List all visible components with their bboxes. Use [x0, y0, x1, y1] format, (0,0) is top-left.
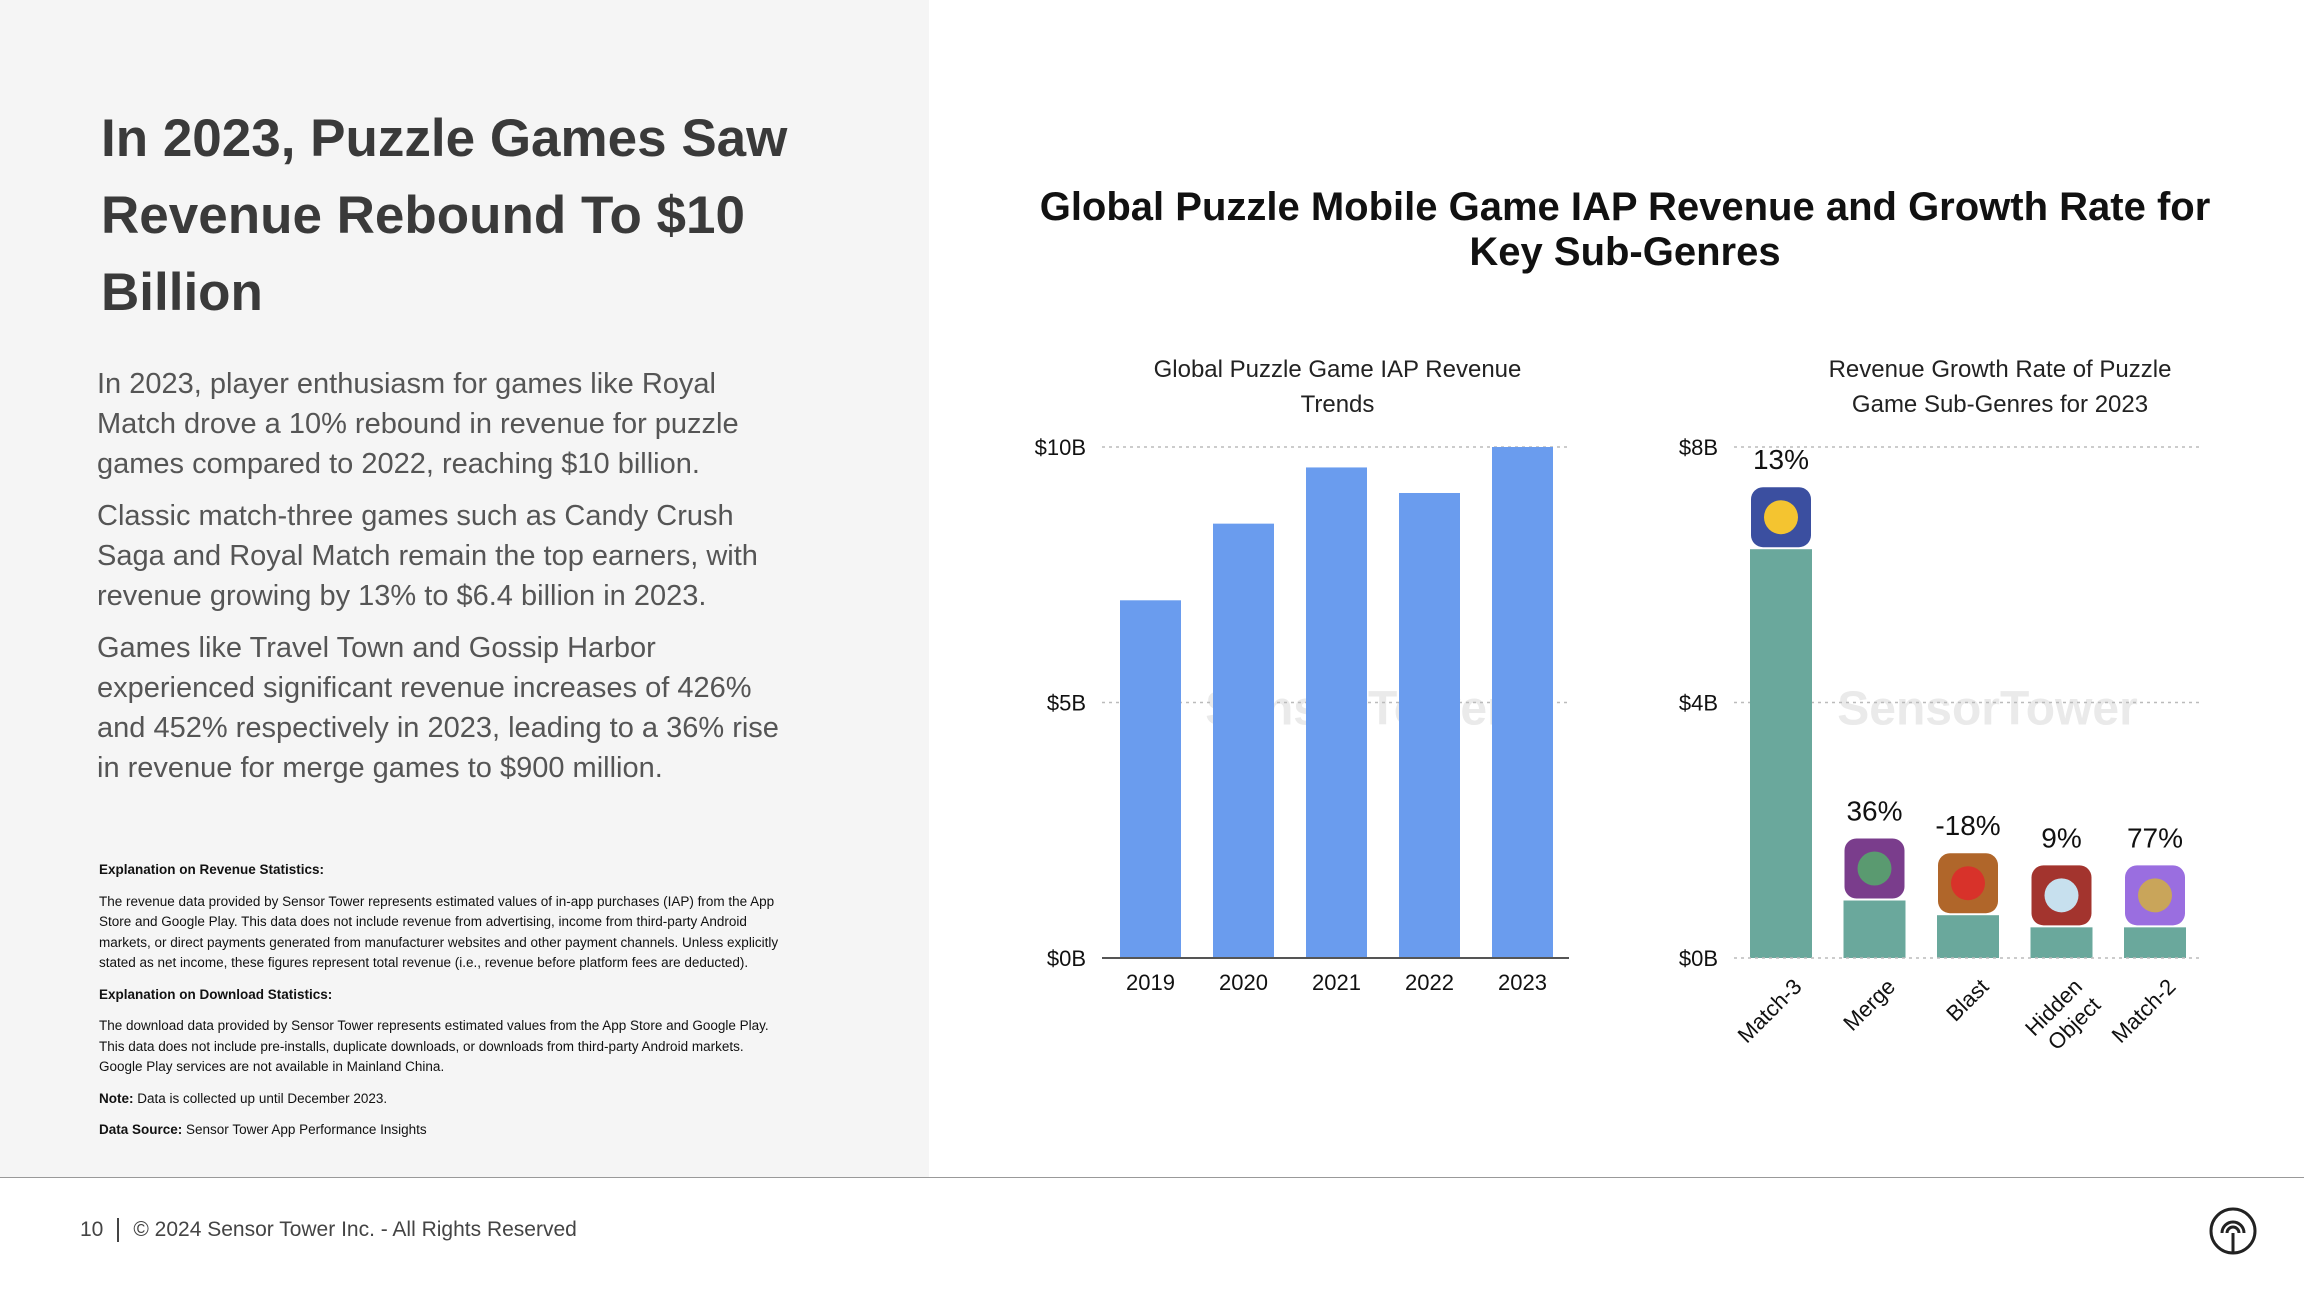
chart1-title: Global Puzzle Game IAP Revenue Trends	[1153, 356, 1522, 418]
watermark: SensorTower	[1837, 683, 2138, 736]
bar-2022	[1399, 492, 1460, 958]
sensor-tower-logo-icon	[2209, 1207, 2257, 1255]
royal-match-icon-art	[1764, 500, 1798, 535]
x-tick-label: Merge	[1838, 974, 1900, 1036]
y-tick-label: $0B	[1679, 946, 1718, 971]
data-label: 77%	[2127, 822, 2183, 853]
footer-separator	[117, 1218, 120, 1243]
source-text: Sensor Tower App Performance Insights	[182, 1122, 427, 1137]
footer: 10 © 2024 Sensor Tower Inc. - All Rights …	[80, 1218, 577, 1243]
page-headline: In 2023, Puzzle Games Saw Revenue Reboun…	[101, 109, 788, 322]
paragraph-3: Games like Travel Town and Gossip Harbor…	[97, 632, 779, 784]
download-notes-heading: Explanation on Download Statistics:	[99, 986, 333, 1002]
bar-2021	[1306, 467, 1367, 958]
bar-blast	[1937, 915, 1999, 958]
x-tick-label: 2023	[1498, 970, 1547, 995]
data-label: 36%	[1846, 796, 1902, 827]
paragraph-2: Classic match-three games such as Candy …	[97, 500, 758, 612]
data-label: 13%	[1753, 444, 1809, 475]
y-tick-label: $4B	[1679, 691, 1718, 716]
chart2-title: Revenue Growth Rate of Puzzle Game Sub-G…	[1828, 356, 2172, 418]
bear-blast-icon-art	[1951, 866, 1985, 901]
revenue-notes-heading: Explanation on Revenue Statistics:	[99, 862, 325, 877]
bar-merge	[1843, 900, 1906, 958]
hidden-object-icon-art	[2044, 878, 2079, 913]
y-tick-label: $8B	[1679, 435, 1718, 460]
y-tick-label: $5B	[1047, 691, 1086, 716]
x-tick-label: Match-2	[2107, 974, 2181, 1048]
page-number: 10	[80, 1218, 104, 1241]
bar-2020	[1213, 523, 1274, 958]
bar-2019	[1120, 600, 1181, 958]
main-chart-title: Global Puzzle Mobile Game IAP Revenue an…	[1039, 185, 2211, 274]
x-tick-label: 2020	[1219, 970, 1268, 995]
copyright: © 2024 Sensor Tower Inc. - All Rights Re…	[133, 1218, 577, 1241]
x-tick-label: 2019	[1126, 970, 1175, 995]
data-label: 9%	[2041, 822, 2081, 853]
left-panel	[0, 0, 929, 1177]
data-label: -18%	[1935, 810, 2000, 841]
y-tick-label: $0B	[1047, 946, 1086, 971]
source-label: Data Source:	[99, 1122, 183, 1137]
data-source: Data Source: Sensor Tower App Performanc…	[99, 1120, 789, 1141]
note: Note: Data is collected up until Decembe…	[99, 1089, 789, 1110]
y-tick-label: $10B	[1035, 435, 1086, 460]
bar-2023	[1492, 447, 1553, 958]
merge-game-icon-art	[1857, 851, 1892, 886]
footer-divider	[0, 1177, 2304, 1178]
x-tick-label: Blast	[1941, 974, 1993, 1026]
bar-match-2	[2124, 927, 2186, 958]
bar-hidden-object	[2030, 927, 2093, 958]
x-tick-label: 2021	[1312, 970, 1361, 995]
x-tick-label: 2022	[1405, 970, 1454, 995]
x-tick-label: HiddenObject	[2020, 974, 2105, 1059]
note-text: Data is collected up until December 2023…	[133, 1090, 388, 1106]
revenue-notes-text: The revenue data provided by Sensor Towe…	[99, 893, 779, 971]
download-notes-text: The download data provided by Sensor Tow…	[99, 1018, 769, 1074]
bar-match-3	[1750, 549, 1812, 958]
footnotes: Explanation on Revenue Statistics: The r…	[99, 860, 789, 1152]
x-tick-label: Match-3	[1733, 974, 1807, 1048]
butterfly-match-icon-art	[2138, 878, 2172, 913]
paragraph-1: In 2023, player enthusiasm for games lik…	[97, 368, 739, 480]
note-label: Note:	[99, 1090, 134, 1106]
